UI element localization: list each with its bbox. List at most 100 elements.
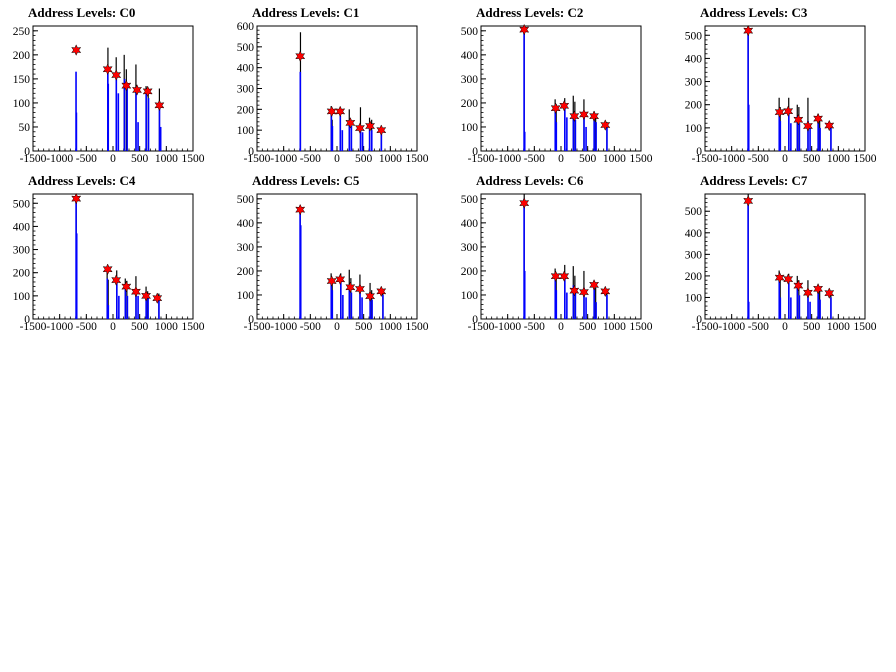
peak-marker <box>569 284 580 297</box>
chart-title: Address Levels: C3 <box>700 5 808 20</box>
y-tick-label: 300 <box>685 77 703 89</box>
y-tick-label: 0 <box>248 314 254 326</box>
peak-marker <box>71 192 82 205</box>
x-tick-label: 1000 <box>155 153 178 165</box>
x-tick-label: 0 <box>782 153 788 165</box>
peak-marker <box>295 203 306 216</box>
peak-marker <box>783 273 794 285</box>
peak-marker <box>354 283 365 295</box>
x-tick-label: -1000 <box>718 153 745 165</box>
peak-marker <box>142 85 153 98</box>
peak-marker <box>365 120 376 132</box>
chart-title: Address Levels: C4 <box>28 173 136 188</box>
y-tick-label: 100 <box>13 291 31 303</box>
y-tick-label: 400 <box>13 221 31 233</box>
x-tick-label: -1500 <box>244 321 271 333</box>
y-tick-label: 500 <box>461 194 479 206</box>
y-tick-label: 400 <box>461 218 479 230</box>
x-tick-label: 1000 <box>603 321 626 333</box>
y-tick-label: 200 <box>685 100 703 112</box>
x-tick-label: -500 <box>748 153 769 165</box>
chart-title: Address Levels: C1 <box>252 5 360 20</box>
peak-marker <box>600 119 611 131</box>
y-tick-label: 500 <box>461 26 479 38</box>
x-tick-label: 500 <box>131 321 149 333</box>
x-tick-label: 1500 <box>182 321 205 333</box>
peak-marker <box>824 287 835 299</box>
x-tick-label: 500 <box>579 321 597 333</box>
peak-marker <box>121 79 132 92</box>
x-tick-label: 1500 <box>406 153 429 165</box>
x-tick-label: 500 <box>803 321 821 333</box>
y-tick-label: 200 <box>237 266 255 278</box>
peak-marker <box>793 113 804 126</box>
x-tick-label: -1500 <box>692 321 719 333</box>
x-tick-label: -1500 <box>20 153 47 165</box>
histogram-plot: 0 100 200 300 400 500 -1500 -1000 -500 0 500 1000 15… <box>461 23 653 165</box>
peak-marker <box>813 283 824 295</box>
peak-marker <box>131 84 143 96</box>
chart-panel-c7: Address Levels: C7 0 100 200 300 400 500 -1500-… <box>672 173 896 342</box>
x-tick-label: 0 <box>110 321 116 333</box>
x-tick-label: -1500 <box>244 153 271 165</box>
chart-panel-c1: Address Levels: C1 0 100 200 300 400 500 600 -15… <box>224 5 448 174</box>
y-tick-label: 150 <box>13 74 31 86</box>
chart-panel-c6: Address Levels: C6 0 100 200 300 400 500 -1500-… <box>448 173 672 342</box>
x-tick-label: -1500 <box>468 153 495 165</box>
x-tick-label: 0 <box>110 153 116 165</box>
y-tick-label: 600 <box>237 21 255 33</box>
peak-marker <box>376 285 387 298</box>
chart-title: Address Levels: C6 <box>476 173 584 188</box>
y-tick-label: 500 <box>237 42 255 54</box>
peak-marker <box>774 271 785 284</box>
chart-panel-c4: Address Levels: C4 0 100 200 300 400 500 -1500-… <box>0 173 224 342</box>
peak-marker <box>326 275 337 287</box>
chart-panel-c0: Address Levels: C0 0 50 100 150 200 250 -1500 -1… <box>0 5 224 174</box>
peak-marker <box>550 270 561 283</box>
x-tick-label: 1000 <box>155 321 178 333</box>
x-tick-label: -500 <box>524 153 545 165</box>
peak-marker <box>111 274 122 286</box>
plot-frame <box>256 193 418 320</box>
y-tick-label: 300 <box>461 242 479 254</box>
peak-marker <box>152 292 163 304</box>
x-tick-label: -500 <box>300 153 321 165</box>
peak-marker <box>600 285 611 298</box>
y-tick-label: 0 <box>696 146 702 158</box>
chart-panel-c3: Address Levels: C3 0 100 200 300 400 500 -1500-… <box>672 5 896 174</box>
x-tick-label: 0 <box>558 153 564 165</box>
x-tick-label: 1500 <box>630 153 653 165</box>
y-tick-label: 200 <box>13 268 31 280</box>
y-tick-label: 300 <box>13 245 31 257</box>
peak-marker <box>295 50 306 63</box>
histogram-plot: 0 100 200 300 400 500 -1500 -1000 -500 0 500 1000 15… <box>461 193 653 333</box>
y-tick-label: 400 <box>685 53 703 65</box>
peak-marker <box>71 44 82 56</box>
peak-marker <box>802 120 813 132</box>
x-tick-label: 0 <box>782 321 788 333</box>
peak-marker <box>345 117 356 129</box>
y-tick-label: 500 <box>13 198 31 210</box>
x-tick-label: -1500 <box>20 321 47 333</box>
histogram-plot: 0 50 100 150 200 250 -1500 -1000 -500 0 500 1000 150… <box>13 25 205 165</box>
x-tick-label: 0 <box>558 321 564 333</box>
x-tick-label: 500 <box>579 153 597 165</box>
y-tick-label: 200 <box>13 50 31 62</box>
y-tick-label: 100 <box>461 290 479 302</box>
plot-frame <box>480 25 642 152</box>
peak-marker <box>569 110 580 122</box>
chart-title: Address Levels: C7 <box>700 173 808 188</box>
chart-title: Address Levels: C0 <box>28 5 136 20</box>
peak-marker <box>519 197 530 209</box>
x-tick-label: 1500 <box>630 321 653 333</box>
y-tick-label: 300 <box>685 249 703 261</box>
peak-marker <box>589 279 600 291</box>
x-tick-label: 1000 <box>827 153 850 165</box>
y-tick-label: 400 <box>461 50 479 62</box>
y-tick-label: 0 <box>472 314 478 326</box>
peak-marker <box>783 105 794 118</box>
peak-marker <box>578 108 589 121</box>
peak-marker <box>141 290 152 302</box>
x-tick-label: -1500 <box>692 153 719 165</box>
